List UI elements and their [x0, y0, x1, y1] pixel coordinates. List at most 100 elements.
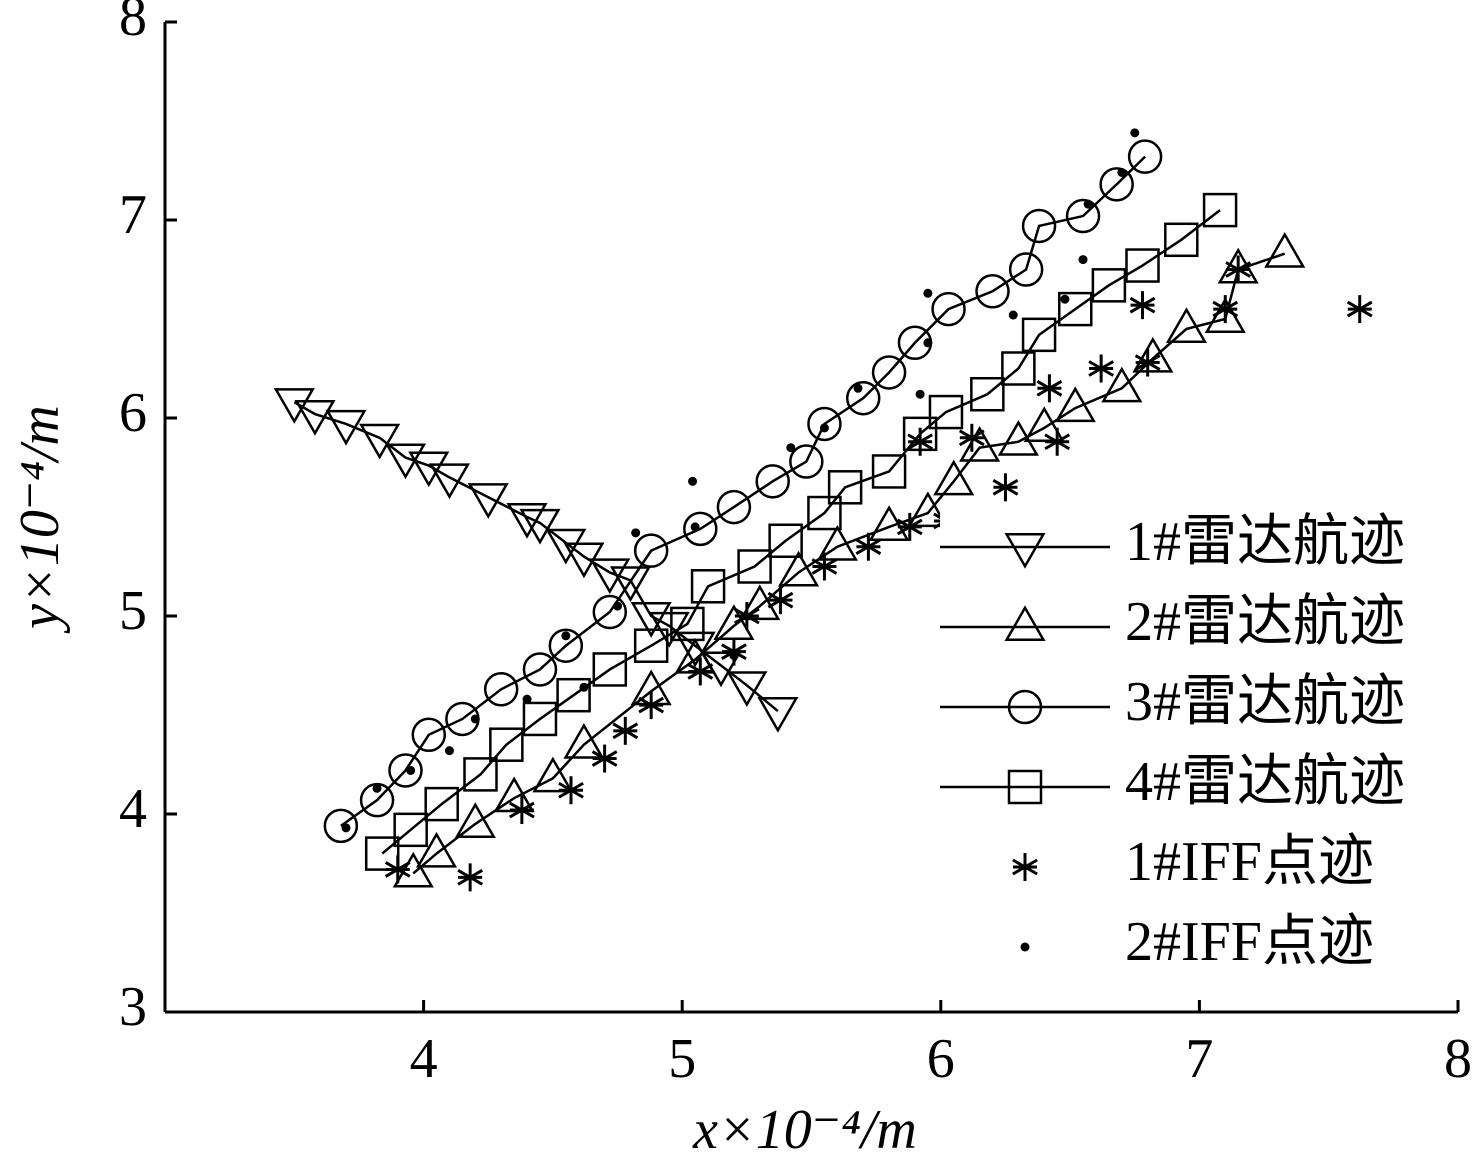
marker [415, 831, 458, 868]
marker [467, 483, 509, 519]
y-axis-label: y×10⁻⁴/m [9, 405, 71, 634]
marker [716, 489, 752, 525]
marker [631, 528, 641, 538]
marker [923, 288, 933, 298]
marker [1036, 374, 1063, 403]
y-tick-label: 3 [119, 976, 147, 1038]
marker [609, 566, 652, 603]
marker [845, 380, 881, 416]
marker [1099, 167, 1134, 202]
marker [579, 682, 589, 692]
marker [907, 491, 949, 528]
marker [1058, 291, 1093, 327]
marker [633, 628, 669, 663]
marker [733, 602, 760, 630]
marker [688, 476, 698, 486]
marker [589, 558, 631, 595]
y-tick-label: 6 [119, 382, 147, 444]
marker [1264, 231, 1306, 268]
marker [807, 495, 842, 531]
marker [1065, 198, 1101, 234]
marker [556, 677, 591, 713]
marker [563, 722, 605, 759]
legend-label: 1#IFF点迹 [1125, 831, 1374, 893]
marker [613, 601, 623, 611]
marker [871, 454, 907, 489]
marker [928, 394, 964, 430]
marker [1044, 427, 1071, 456]
legend-label: 2#雷达航迹 [1125, 591, 1405, 653]
marker [923, 338, 933, 348]
marker [739, 584, 781, 621]
marker [868, 505, 910, 541]
marker [767, 586, 794, 615]
y-tick-label: 7 [119, 184, 147, 246]
marker [519, 508, 561, 545]
x-tick-label: 8 [1444, 1028, 1472, 1090]
legend-marker [1004, 532, 1046, 569]
marker [388, 753, 423, 788]
y-tick-label: 8 [119, 0, 147, 48]
marker [789, 444, 824, 479]
marker [827, 470, 863, 505]
marker [786, 443, 796, 453]
marker [454, 802, 496, 838]
x-tick-label: 7 [1185, 1028, 1213, 1090]
marker [558, 776, 584, 805]
x-axis-label: x×10⁻⁴/m [692, 1099, 917, 1161]
marker [757, 696, 799, 733]
marker [811, 552, 838, 581]
legend-background [940, 507, 1460, 987]
marker [393, 812, 428, 848]
marker [1202, 192, 1238, 228]
marker [970, 376, 1005, 412]
marker [522, 694, 532, 704]
marker [687, 657, 714, 686]
marker [457, 863, 484, 892]
marker [896, 512, 923, 541]
marker [341, 823, 351, 833]
y-tick-label: 5 [119, 580, 147, 642]
marker [1125, 248, 1160, 283]
marker [323, 808, 359, 844]
marker [384, 855, 411, 884]
marker [778, 550, 820, 587]
marker [1129, 291, 1156, 320]
marker [508, 796, 535, 825]
marker [768, 523, 803, 559]
legend-marker [1020, 942, 1030, 952]
legend-marker [1012, 853, 1038, 881]
marker [592, 652, 628, 687]
series-line [293, 401, 779, 713]
marker [1132, 336, 1174, 373]
marker [907, 427, 933, 456]
marker [958, 423, 985, 452]
marker [683, 511, 718, 547]
marker [726, 671, 768, 708]
marker [633, 533, 669, 568]
legend-marker [1007, 769, 1043, 805]
marker [1078, 255, 1088, 265]
marker [819, 423, 829, 433]
marker [1134, 348, 1161, 377]
marker [372, 783, 382, 793]
marker [1008, 310, 1018, 320]
marker [463, 757, 498, 792]
marker [670, 606, 705, 642]
marker [522, 701, 558, 737]
marker [325, 409, 367, 446]
marker [853, 383, 863, 393]
marker [1088, 354, 1115, 383]
legend-label: 4#雷达航迹 [1125, 751, 1405, 813]
marker [1054, 386, 1096, 423]
marker [690, 569, 726, 604]
marker [674, 631, 716, 668]
marker [1060, 294, 1070, 304]
marker [1117, 167, 1127, 177]
marker [1164, 222, 1199, 258]
marker [592, 594, 628, 630]
marker [1101, 366, 1143, 403]
marker [532, 756, 574, 793]
marker [294, 399, 336, 436]
marker [424, 786, 459, 822]
